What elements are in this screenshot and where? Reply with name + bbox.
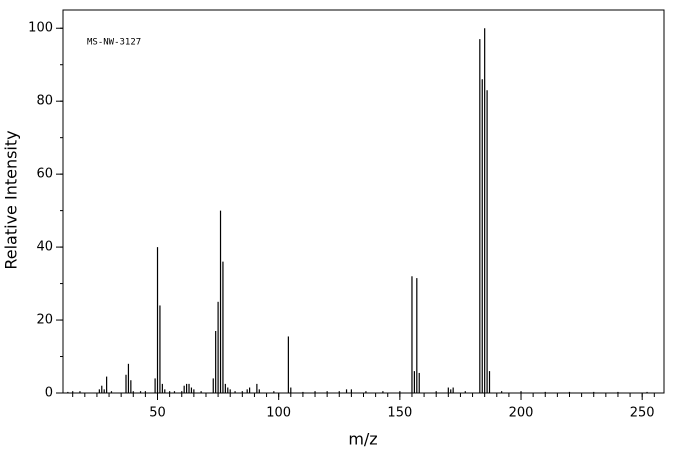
- x-tick-label: 50: [149, 406, 166, 421]
- x-tick-label: 150: [387, 406, 412, 421]
- x-tick-label: 250: [630, 406, 655, 421]
- y-tick-label: 60: [36, 167, 53, 182]
- y-tick-label: 40: [36, 240, 53, 255]
- x-tick-label: 100: [266, 406, 291, 421]
- plot-frame: [62, 9, 665, 394]
- x-tick-label: 200: [509, 406, 534, 421]
- annotation: MS-NW-3127: [87, 38, 141, 48]
- y-tick-label: 100: [28, 21, 53, 36]
- y-tick-label: 20: [36, 313, 53, 328]
- x-axis-label: m/z: [348, 430, 377, 449]
- y-tick-label: 80: [36, 94, 53, 109]
- y-tick-label: 0: [45, 386, 53, 401]
- y-axis-label: Relative Intensity: [2, 130, 21, 269]
